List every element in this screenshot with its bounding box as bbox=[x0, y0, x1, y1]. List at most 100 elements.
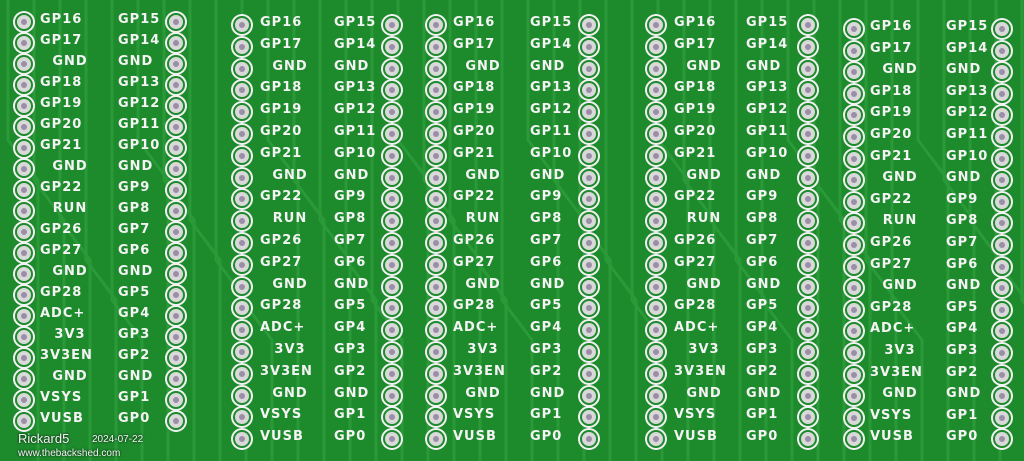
pin-pad-icon bbox=[233, 343, 251, 361]
pin-pad-icon bbox=[799, 37, 817, 56]
pin-label-right: GND bbox=[530, 276, 566, 292]
pin-label-left: VSYS bbox=[260, 407, 303, 423]
pin-pad-icon bbox=[233, 299, 251, 318]
pin-label-left: RUN bbox=[272, 211, 308, 227]
pin-pad-icon bbox=[647, 430, 665, 449]
pin-label-left: GP22 bbox=[674, 189, 717, 205]
pin-label-left: GP20 bbox=[453, 124, 496, 139]
pin-pad-icon bbox=[580, 234, 598, 252]
pin-label-left: GP17 bbox=[870, 40, 913, 56]
pin-pad-icon bbox=[427, 212, 445, 231]
pin-label-left: RUN bbox=[465, 211, 501, 227]
pin-pad-icon bbox=[845, 257, 863, 276]
pin-pad-icon bbox=[15, 139, 33, 157]
pin-label-right: GND bbox=[334, 276, 370, 292]
pin-pad-icon bbox=[427, 37, 445, 56]
pin-pad-icon bbox=[383, 59, 401, 78]
pin-pad-icon bbox=[993, 20, 1011, 38]
pin-pad-icon bbox=[383, 146, 401, 165]
pin-label-left: ADC+ bbox=[870, 321, 916, 337]
pin-label-left: GP21 bbox=[870, 148, 913, 164]
pin-label-left: 3V3EN bbox=[40, 348, 93, 363]
pin-label-right: GP1 bbox=[946, 407, 979, 423]
pin-label-left: 3V3EN bbox=[870, 364, 923, 380]
pin-pad-icon bbox=[383, 81, 401, 100]
pin-label-right: GP10 bbox=[746, 145, 789, 161]
pin-label-left: VSYS bbox=[453, 407, 496, 423]
pin-pad-icon bbox=[845, 41, 863, 60]
pin-pad-icon bbox=[580, 103, 598, 122]
pin-pad-icon bbox=[845, 192, 863, 211]
pin-pad-icon bbox=[167, 97, 185, 115]
pin-pad-icon bbox=[427, 146, 445, 165]
trace bbox=[84, 0, 118, 461]
pin-pad-icon bbox=[167, 328, 185, 346]
pin-pad-icon bbox=[15, 202, 33, 220]
pin-pad-icon bbox=[799, 125, 817, 143]
pin-pad-icon bbox=[167, 307, 185, 325]
pin-label-right: GND bbox=[334, 385, 370, 401]
pin-label-left: GND bbox=[882, 386, 918, 402]
pin-label-left: VUSB bbox=[40, 411, 84, 426]
pin-pad-icon bbox=[167, 34, 185, 52]
pin-label-left: GP22 bbox=[453, 189, 496, 205]
pin-pad-icon bbox=[383, 364, 401, 383]
pin-label-right: GP2 bbox=[334, 363, 367, 379]
pin-pad-icon bbox=[15, 97, 33, 115]
pin-pad-icon bbox=[167, 139, 185, 157]
trace bbox=[188, 0, 222, 461]
pin-label-left: GND bbox=[686, 276, 722, 292]
pin-pad-icon bbox=[799, 408, 817, 427]
pin-pad-icon bbox=[233, 37, 251, 56]
pin-label-left: GND bbox=[272, 385, 308, 401]
pin-pad-icon bbox=[383, 277, 401, 296]
pin-pad-icon bbox=[799, 168, 817, 187]
pin-pad-icon bbox=[233, 212, 251, 231]
pin-pad-icon bbox=[427, 16, 445, 34]
pin-label-right: GND bbox=[118, 369, 154, 384]
pin-pad-icon bbox=[383, 234, 401, 252]
pin-pad-icon bbox=[233, 168, 251, 187]
pin-label-right: GP12 bbox=[746, 102, 789, 118]
pin-pad-icon bbox=[167, 160, 185, 178]
pin-pad-icon bbox=[647, 190, 665, 209]
pin-pad-icon bbox=[427, 277, 445, 296]
pin-label-right: GP0 bbox=[334, 429, 367, 445]
pin-label-left: 3V3 bbox=[274, 342, 306, 357]
pin-pad-icon bbox=[993, 322, 1011, 341]
pin-label-right: GND bbox=[746, 58, 782, 74]
pin-label-right: GP9 bbox=[946, 191, 979, 207]
pin-label-right: GP2 bbox=[746, 363, 779, 379]
pin-pad-icon bbox=[167, 412, 185, 430]
pin-label-right: GP14 bbox=[334, 36, 377, 52]
pin-pad-icon bbox=[580, 168, 598, 187]
pin-label-left: GND bbox=[882, 170, 918, 186]
pin-pad-icon bbox=[427, 408, 445, 427]
pin-label-left: GP16 bbox=[260, 15, 303, 30]
pin-pad-icon bbox=[383, 386, 401, 405]
pin-pad-icon bbox=[427, 59, 445, 78]
pin-pad-icon bbox=[233, 386, 251, 405]
pin-label-right: GP14 bbox=[746, 36, 789, 52]
pin-label-right: GP15 bbox=[746, 15, 789, 30]
pin-label-left: GP22 bbox=[260, 189, 303, 205]
pin-label-left: VSYS bbox=[674, 407, 717, 423]
pin-label-left: VUSB bbox=[674, 429, 718, 445]
pin-label-left: GP16 bbox=[870, 19, 913, 34]
pin-label-right: GP8 bbox=[530, 211, 563, 227]
pin-label-right: GP15 bbox=[334, 15, 377, 30]
pin-label-left: GP26 bbox=[40, 222, 83, 237]
pin-pad-icon bbox=[383, 408, 401, 427]
trace bbox=[916, 0, 950, 461]
pin-pad-icon bbox=[383, 190, 401, 209]
pin-pad-icon bbox=[15, 265, 33, 283]
pin-label-right: GP4 bbox=[118, 306, 151, 321]
pin-label-right: GND bbox=[334, 167, 370, 183]
pin-pad-icon bbox=[845, 322, 863, 341]
pin-label-left: ADC+ bbox=[40, 306, 86, 321]
pin-label-right: GP5 bbox=[530, 298, 563, 314]
pin-pad-icon bbox=[167, 286, 185, 304]
pin-label-left: GND bbox=[686, 167, 722, 183]
trace bbox=[266, 0, 300, 461]
pin-pad-icon bbox=[15, 412, 33, 430]
